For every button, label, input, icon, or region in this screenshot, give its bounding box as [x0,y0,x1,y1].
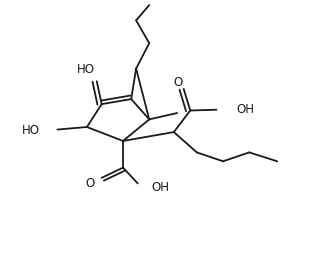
Text: OH: OH [236,103,254,116]
Text: OH: OH [151,181,169,194]
Text: O: O [174,76,183,89]
Text: HO: HO [22,124,40,137]
Text: HO: HO [77,63,95,76]
Text: O: O [86,177,95,190]
